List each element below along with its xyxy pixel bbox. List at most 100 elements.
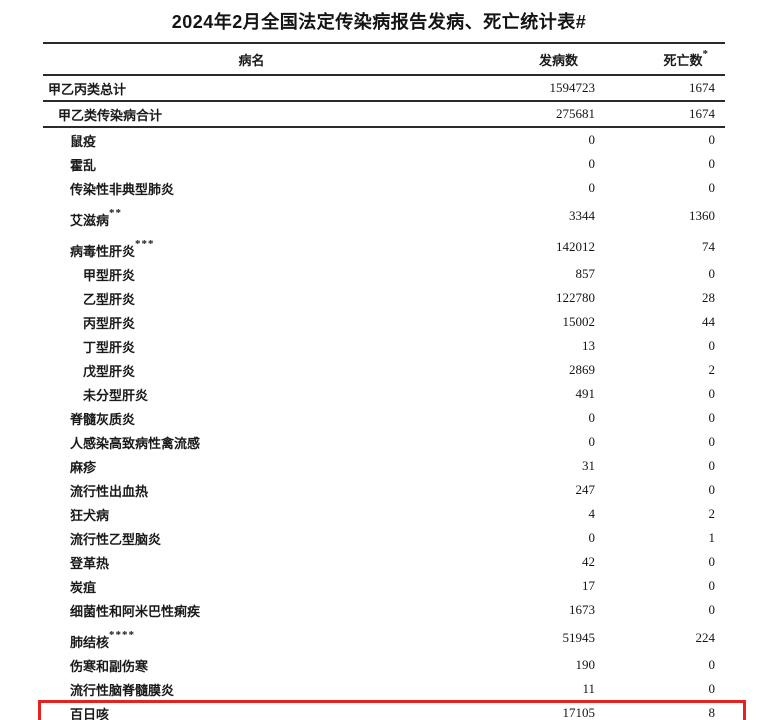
table-row: 病毒性肝炎*** 142012 74 (43, 231, 725, 262)
disease-name: 丁型肝炎 (43, 337, 460, 356)
disease-name-text: 病毒性肝炎 (70, 244, 136, 259)
deaths-value: 2 (708, 506, 716, 521)
table-row: 甲乙丙类总计 1594723 1674 (43, 76, 725, 102)
disease-name: 传染性非典型肺炎 (43, 179, 460, 198)
table-body: 甲乙丙类总计 1594723 1674 甲乙类传染病合计 275681 1674 鼠疫 0 0 霍… (38, 76, 746, 720)
table-row: 流行性出血热 247 0 (43, 478, 725, 502)
disease-name-text: 登革热 (70, 555, 110, 571)
cases-value: 1673 (569, 602, 595, 617)
cases-value: 1594723 (549, 80, 596, 95)
cases-value: 190 (575, 657, 596, 672)
cases-value: 2869 (569, 362, 595, 377)
table-row: 丙型肝炎 15002 44 (43, 310, 725, 334)
disease-name: 乙型肝炎 (43, 289, 460, 308)
disease-name-text: 麻疹 (70, 459, 97, 475)
disease-name: 流行性出血热 (43, 481, 460, 500)
deaths-value: 224 (695, 629, 716, 645)
cases-value: 857 (575, 266, 596, 281)
table-row: 炭疽 17 0 (43, 574, 725, 598)
disease-name: 霍乱 (43, 155, 460, 174)
col-header-deaths-label: 死亡数 (663, 52, 703, 68)
disease-name: 肺结核**** (43, 628, 460, 650)
disease-name: 登革热 (43, 553, 460, 572)
cases-value: 275681 (556, 106, 595, 121)
col-header-deaths: 死亡数* (600, 47, 725, 69)
deaths-value: 0 (708, 602, 716, 617)
deaths-asterisk: * (702, 47, 709, 60)
table-row: 传染性非典型肺炎 0 0 (43, 176, 725, 200)
cases-value: 4 (588, 506, 596, 521)
disease-name: 甲乙丙类总计 (43, 79, 460, 98)
deaths-value: 0 (708, 458, 716, 473)
table-row: 细菌性和阿米巴性痢疾 1673 0 (43, 598, 725, 622)
cases-value: 51945 (562, 629, 596, 645)
deaths-value: 0 (708, 386, 716, 401)
disease-name: 炭疽 (43, 577, 460, 596)
disease-name-text: 人感染高致病性禽流感 (70, 435, 201, 451)
col-header-disease: 病名 (238, 52, 265, 68)
cases-value: 0 (588, 434, 596, 449)
disease-name: 人感染高致病性禽流感 (43, 433, 460, 452)
table-row: 甲型肝炎 857 0 (43, 262, 725, 286)
cases-value: 491 (575, 386, 596, 401)
disease-name: 流行性脑脊髓膜炎 (43, 680, 460, 699)
cases-value: 17 (582, 578, 595, 593)
deaths-value: 0 (708, 132, 716, 147)
disease-name: 鼠疫 (43, 131, 460, 150)
table-row: 脊髓灰质炎 0 0 (43, 406, 725, 430)
disease-name: 甲型肝炎 (43, 265, 460, 284)
table-row: 流行性乙型脑炎 0 1 (43, 526, 725, 550)
disease-name-text: 炭疽 (70, 579, 97, 595)
table-row: 丁型肝炎 13 0 (43, 334, 725, 358)
col-header-cases: 发病数 (538, 52, 578, 68)
disease-name: 未分型肝炎 (43, 385, 460, 404)
table-row: 甲乙类传染病合计 275681 1674 (43, 102, 725, 128)
table-row: 戊型肝炎 2869 2 (43, 358, 725, 382)
table-row: 狂犬病 4 2 (43, 502, 725, 526)
deaths-value: 1 (708, 530, 716, 545)
cases-value: 11 (582, 681, 595, 696)
disease-name: 艾滋病** (43, 206, 460, 228)
disease-name: 丙型肝炎 (43, 313, 460, 332)
disease-name: 戊型肝炎 (43, 361, 460, 380)
disease-name-text: 流行性脑脊髓膜炎 (70, 682, 175, 698)
footnote-asterisks: ** (109, 207, 123, 219)
cases-value: 0 (588, 132, 596, 147)
deaths-value: 74 (702, 238, 715, 254)
deaths-value: 0 (708, 266, 716, 281)
deaths-value: 44 (702, 314, 715, 329)
deaths-value: 0 (708, 180, 716, 195)
deaths-value: 1674 (689, 80, 715, 95)
disease-name: 病毒性肝炎*** (43, 237, 460, 259)
disease-name-text: 艾滋病 (70, 213, 110, 228)
table-row: 人感染高致病性禽流感 0 0 (43, 430, 725, 454)
disease-name: 流行性乙型脑炎 (43, 529, 460, 548)
deaths-value: 1674 (689, 106, 715, 121)
disease-name-text: 鼠疫 (70, 133, 97, 149)
disease-name-text: 未分型肝炎 (83, 387, 149, 403)
table-row: 鼠疫 0 0 (43, 128, 725, 152)
disease-name: 细菌性和阿米巴性痢疾 (43, 601, 460, 620)
disease-name: 百日咳 (43, 704, 460, 720)
cases-value: 0 (588, 156, 596, 171)
disease-name-text: 丙型肝炎 (83, 315, 136, 331)
cases-value: 42 (582, 554, 595, 569)
cases-value: 0 (588, 180, 596, 195)
disease-name-text: 流行性乙型脑炎 (70, 531, 162, 547)
disease-name-text: 戊型肝炎 (83, 363, 136, 379)
table-row: 流行性脑脊髓膜炎 11 0 (43, 677, 725, 701)
table-row: 登革热 42 0 (43, 550, 725, 574)
table-row: 麻疹 31 0 (43, 454, 725, 478)
disease-name-text: 百日咳 (70, 706, 110, 720)
disease-name-text: 伤寒和副伤寒 (70, 658, 149, 674)
disease-name: 脊髓灰质炎 (43, 409, 460, 428)
cases-value: 0 (588, 530, 596, 545)
deaths-value: 0 (708, 657, 716, 672)
cases-value: 31 (582, 458, 595, 473)
table-row: 肺结核**** 51945 224 (43, 622, 725, 653)
disease-name-text: 霍乱 (70, 157, 97, 173)
disease-name-text: 传染性非典型肺炎 (70, 181, 175, 197)
deaths-value: 0 (708, 410, 716, 425)
cases-value: 3344 (569, 207, 595, 223)
